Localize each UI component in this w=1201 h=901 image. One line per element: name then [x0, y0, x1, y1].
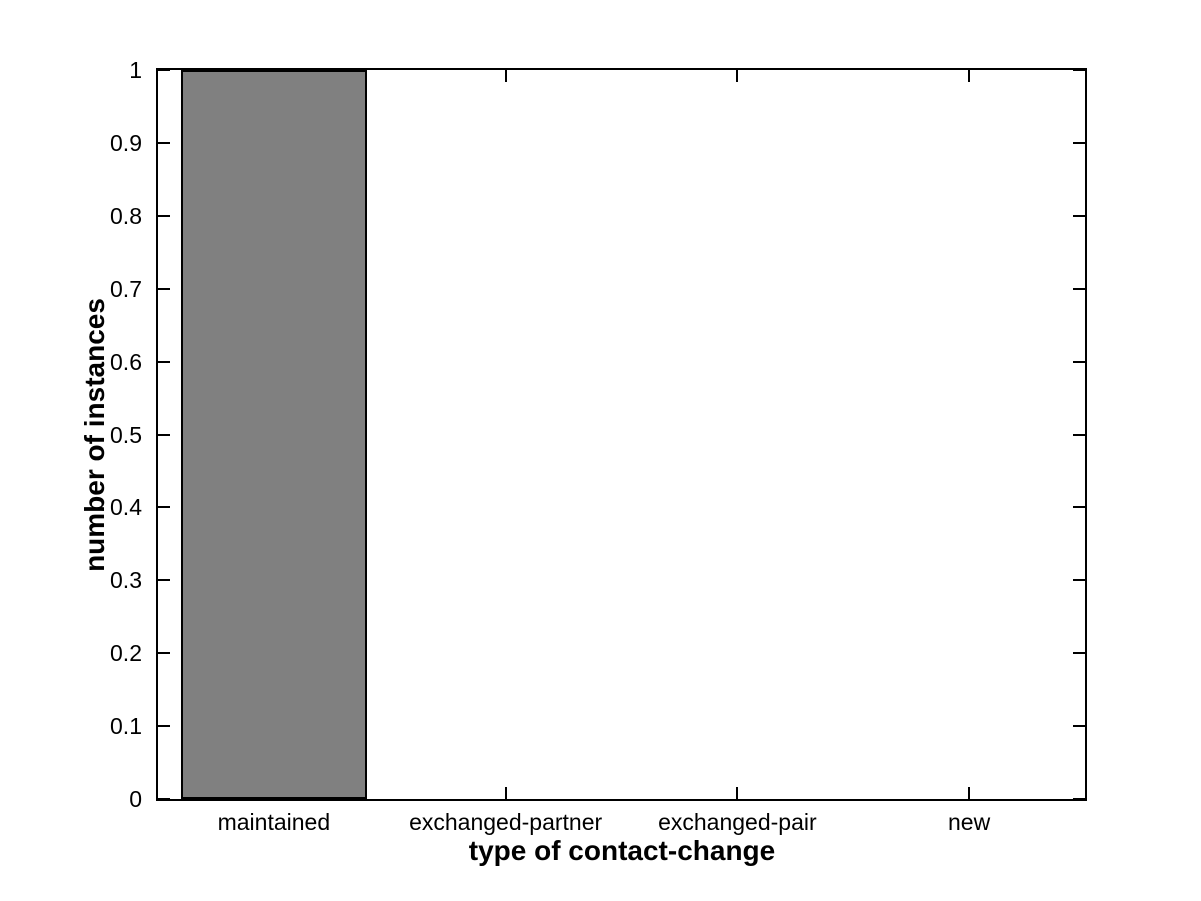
y-tick-label: 0.6 [110, 348, 142, 375]
x-tick-label: new [948, 809, 991, 835]
y-tick-label: 0.2 [110, 640, 142, 667]
y-axis-title: number of instances [79, 298, 110, 572]
y-tick-mark [158, 69, 170, 71]
y-tick-label: 0.5 [110, 421, 142, 448]
bar-maintained [181, 70, 367, 799]
y-tick-mark-right [1073, 360, 1085, 363]
y-tick-mark [158, 798, 170, 800]
y-tick-label: 1 [129, 57, 142, 83]
y-tick-mark [158, 652, 170, 655]
y-tick-label: 0.8 [110, 202, 142, 229]
x-tick-mark [968, 787, 971, 799]
y-tick-mark-right [1073, 579, 1085, 582]
y-tick-mark-right [1073, 69, 1085, 71]
x-tick-mark-top [504, 70, 507, 82]
ticks-layer [158, 69, 1085, 800]
y-tick-label: 0.9 [110, 129, 142, 156]
y-tick-mark-right [1073, 433, 1085, 436]
y-tick-mark-right [1073, 798, 1085, 800]
y-tick-mark [158, 506, 170, 509]
y-tick-mark [158, 141, 170, 144]
x-tick-mark-top [736, 70, 739, 82]
y-tick-mark [158, 287, 170, 290]
y-tick-label: 0.4 [110, 494, 142, 521]
x-tick-label: exchanged-pair [658, 809, 817, 835]
bars-layer [158, 70, 1085, 799]
y-tick-mark-right [1073, 725, 1085, 728]
y-tick-mark-right [1073, 287, 1085, 290]
y-tick-mark-right [1073, 141, 1085, 144]
y-tick-label: 0.3 [110, 567, 142, 594]
x-tick-mark-top [968, 70, 971, 82]
x-tick-label: exchanged-partner [409, 809, 603, 835]
y-tick-mark [158, 360, 170, 363]
y-tick-mark [158, 725, 170, 728]
x-axis-title: type of contact-change [468, 835, 776, 866]
plot-area [156, 68, 1087, 801]
y-tick-label: 0.7 [110, 275, 142, 302]
y-tick-label: 0 [129, 786, 142, 812]
y-tick-mark-right [1073, 652, 1085, 655]
x-tick-mark [736, 787, 739, 799]
y-tick-mark-right [1073, 214, 1085, 217]
y-tick-mark [158, 579, 170, 582]
y-tick-mark [158, 214, 170, 217]
x-tick-mark [504, 787, 507, 799]
y-tick-mark-right [1073, 506, 1085, 509]
x-tick-label: maintained [217, 809, 331, 835]
y-tick-mark [158, 433, 170, 436]
y-tick-label: 0.1 [110, 713, 142, 740]
